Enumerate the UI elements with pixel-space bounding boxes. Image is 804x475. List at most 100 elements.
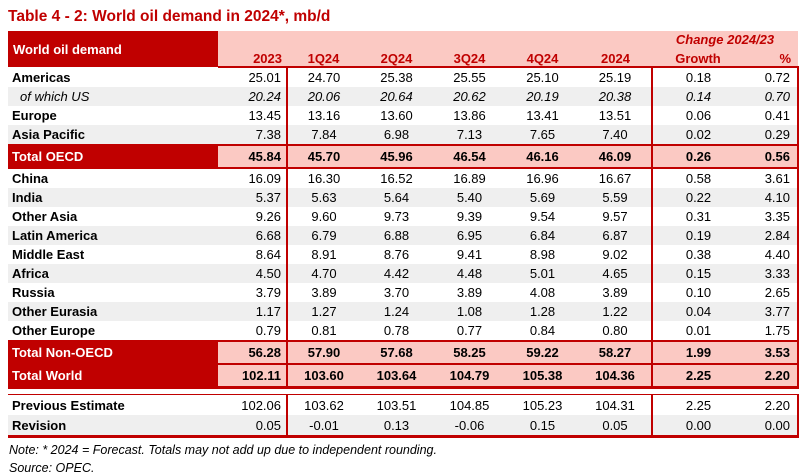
table-cell: 8.91 (287, 245, 360, 264)
table-row-asia-pacific: Asia Pacific 7.38 7.84 6.98 7.13 7.65 7.40 0.02… (8, 125, 799, 145)
table-row-middle-east: Middle East 8.64 8.91 8.76 9.41 8.98 9.02 0.38 4… (8, 245, 799, 264)
row-label: Total OECD (8, 144, 218, 169)
table-cell: 0.22 (652, 188, 744, 207)
table-cell: 1.24 (360, 302, 433, 321)
table-cell: 0.10 (652, 283, 744, 302)
row-label: Middle East (8, 245, 218, 264)
table-cell: 0.29 (744, 125, 799, 145)
row-label: Other Europe (8, 321, 218, 341)
table-row-africa: Africa 4.50 4.70 4.42 4.48 5.01 4.65 0.15 3.33 (8, 264, 799, 283)
table-cell: 0.19 (652, 226, 744, 245)
table-cell: 9.73 (360, 207, 433, 226)
table-cell: 20.24 (218, 87, 288, 106)
table-row-russia: Russia 3.79 3.89 3.70 3.89 4.08 3.89 0.10 2.65 (8, 283, 799, 302)
table-cell: 0.00 (652, 415, 744, 438)
table-cell: 1.17 (218, 302, 288, 321)
table-cell: 103.64 (360, 363, 433, 389)
table-cell: 3.61 (744, 168, 799, 188)
table-cell: 0.79 (218, 321, 288, 341)
table-cell: 6.79 (287, 226, 360, 245)
table-cell: 4.40 (744, 245, 799, 264)
table-cell: 24.70 (287, 67, 360, 87)
table-cell: 20.38 (579, 87, 653, 106)
table-body: Americas 25.01 24.70 25.38 25.55 25.10 25.19 0.… (8, 67, 799, 438)
table-cell: 4.65 (579, 264, 653, 283)
table-row-total-non-oecd: Total Non-OECD 56.28 57.90 57.68 58.25 59.22 5… (8, 340, 799, 365)
table-cell: 16.89 (433, 168, 506, 188)
table-cell: 3.79 (218, 283, 288, 302)
table-cell: 0.56 (744, 144, 799, 169)
row-label: Total Non-OECD (8, 340, 218, 365)
table-title: Table 4 - 2: World oil demand in 2024*, … (8, 8, 331, 25)
table-cell: 3.33 (744, 264, 799, 283)
table-cell: 102.11 (218, 363, 288, 389)
table-cell: 13.16 (287, 106, 360, 125)
table-cell: 102.06 (218, 394, 288, 415)
table-cell: 0.04 (652, 302, 744, 321)
table-cell: 5.40 (433, 188, 506, 207)
header-spacer (218, 31, 652, 48)
table-cell: 46.16 (506, 144, 579, 169)
table-cell: 0.15 (652, 264, 744, 283)
table-cell: 25.19 (579, 67, 653, 87)
table-row-total-world: Total World 102.11 103.60 103.64 104.79 105.3… (8, 363, 799, 389)
table-cell: 7.65 (506, 125, 579, 145)
column-header-growth: Growth (652, 48, 744, 68)
table-row-china: China 16.09 16.30 16.52 16.89 16.96 16.67 0.58 3… (8, 168, 799, 188)
table-row-of-which-us: of which US 20.24 20.06 20.64 20.62 20.19 20.3… (8, 87, 799, 106)
column-header-2q24: 2Q24 (360, 48, 433, 68)
table-cell: 7.13 (433, 125, 506, 145)
table-cell: 0.05 (218, 415, 288, 438)
table-cell: 103.62 (287, 394, 360, 415)
row-label: Total World (8, 363, 218, 389)
table-cell: 8.64 (218, 245, 288, 264)
table-cell: 104.85 (433, 394, 506, 415)
table-cell: 1.08 (433, 302, 506, 321)
table-cell: 45.96 (360, 144, 433, 169)
table-cell: 6.98 (360, 125, 433, 145)
table-cell: 0.80 (579, 321, 653, 341)
table-cell: 13.60 (360, 106, 433, 125)
table-cell: 0.13 (360, 415, 433, 438)
table-cell: 2.65 (744, 283, 799, 302)
row-label: of which US (8, 87, 218, 106)
row-label: Other Asia (8, 207, 218, 226)
table-cell: 2.84 (744, 226, 799, 245)
table-cell: 4.48 (433, 264, 506, 283)
table-cell: 104.31 (579, 394, 653, 415)
table-cell: 20.06 (287, 87, 360, 106)
table-cell: 25.38 (360, 67, 433, 87)
table-cell: 0.01 (652, 321, 744, 341)
table-cell: 103.51 (360, 394, 433, 415)
table-cell: 3.70 (360, 283, 433, 302)
table-cell: 57.90 (287, 340, 360, 365)
table-cell: 8.98 (506, 245, 579, 264)
table-cell: 0.81 (287, 321, 360, 341)
table-row-europe: Europe 13.45 13.16 13.60 13.86 13.41 13.51 0.06… (8, 106, 799, 125)
table-cell: 3.89 (287, 283, 360, 302)
table-cell: 3.35 (744, 207, 799, 226)
table-cell: 46.09 (579, 144, 653, 169)
table-cell: 25.55 (433, 67, 506, 87)
column-header-percent: % (744, 48, 798, 68)
table-block-spacer (8, 387, 798, 395)
table-cell: 8.76 (360, 245, 433, 264)
table-cell: 5.59 (579, 188, 653, 207)
table-cell: 2.25 (652, 394, 744, 415)
table-cell: 13.51 (579, 106, 653, 125)
table-header: World oil demand Change 2024/23 2023 1Q2… (8, 31, 798, 68)
column-header-2024: 2024 (579, 48, 652, 68)
table-cell: 9.54 (506, 207, 579, 226)
row-label: Russia (8, 283, 218, 302)
table-cell: 0.58 (652, 168, 744, 188)
table-cell: 5.37 (218, 188, 288, 207)
table-cell: 16.30 (287, 168, 360, 188)
table-cell: -0.01 (287, 415, 360, 438)
footnote: Note: * 2024 = Forecast. Totals may not … (9, 443, 437, 457)
table-cell: 0.41 (744, 106, 799, 125)
table-cell: 3.89 (433, 283, 506, 302)
row-label: Revision (8, 415, 218, 438)
column-header-1q24: 1Q24 (287, 48, 360, 68)
table-cell: 5.63 (287, 188, 360, 207)
table-cell: 58.25 (433, 340, 506, 365)
